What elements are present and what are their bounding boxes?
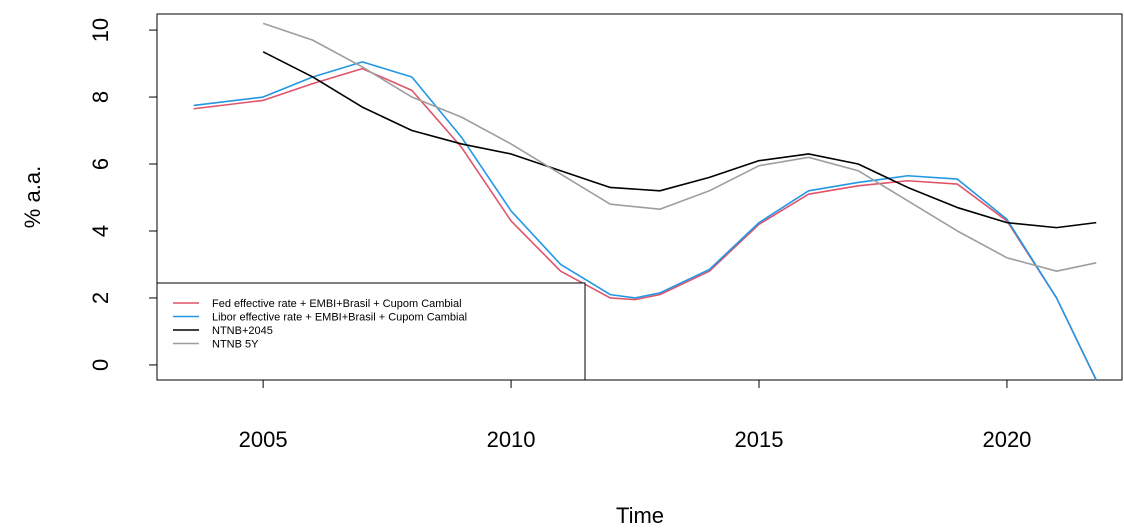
- y-tick-label: 10: [88, 18, 113, 42]
- y-axis-label: % a.a.: [20, 166, 45, 228]
- y-tick-label: 4: [88, 225, 113, 237]
- y-tick-label: 6: [88, 158, 113, 170]
- legend-label: Fed effective rate + EMBI+Brasil + Cupom…: [212, 298, 462, 310]
- x-tick-label: 2020: [982, 427, 1031, 452]
- y-tick-label: 8: [88, 91, 113, 103]
- series-line: [262, 22, 1097, 272]
- y-tick-label: 0: [88, 359, 113, 371]
- series-line: [262, 51, 1097, 229]
- x-tick-label: 2015: [735, 427, 784, 452]
- y-tick-label: 2: [88, 292, 113, 304]
- x-axis-label: Time: [616, 503, 664, 528]
- legend-label: NTNB 5Y: [212, 339, 259, 351]
- x-tick-label: 2005: [239, 427, 288, 452]
- x-tick-label: 2010: [487, 427, 536, 452]
- legend: Fed effective rate + EMBI+Brasil + Cupom…: [156, 282, 586, 381]
- legend-label: Libor effective rate + EMBI+Brasil + Cup…: [212, 312, 467, 324]
- series-line: [193, 61, 1097, 381]
- plot-box: [156, 13, 1123, 381]
- legend-box: [156, 282, 586, 381]
- legend-label: NTNB+2045: [212, 325, 273, 337]
